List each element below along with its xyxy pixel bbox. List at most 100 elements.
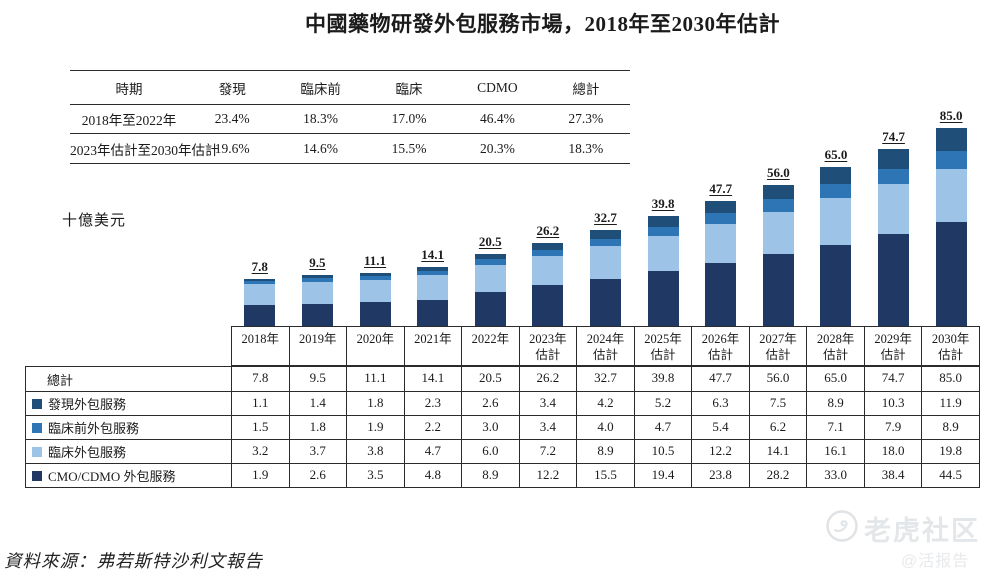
series-value-cell: 7.2 bbox=[518, 440, 577, 463]
cagr-value-cell: 46.4% bbox=[479, 111, 515, 126]
series-value-cell: 1.9 bbox=[346, 416, 404, 439]
bar-segment-臨床外包服務 bbox=[705, 223, 737, 263]
source-note: 資料來源：弗若斯特沙利文報告 bbox=[4, 551, 263, 571]
bar-2021年 bbox=[417, 266, 449, 326]
series-value-cell: 3.4 bbox=[518, 392, 577, 415]
bar-total-label: 20.5 bbox=[478, 234, 502, 250]
cagr-period-cell: 2023年估計至2030年估計 bbox=[70, 142, 219, 158]
row-label-series: 臨床前外包服務 bbox=[26, 416, 232, 439]
year-cell: 2028年 估計 bbox=[806, 327, 864, 365]
series-value-cell: 3.8 bbox=[346, 440, 404, 463]
bar-segment-臨床前外包服務 bbox=[417, 271, 449, 276]
legend-label: 發現外包服務 bbox=[48, 397, 127, 412]
bar-segment-臨床外包服務 bbox=[474, 264, 506, 292]
bar-segment-發現外包服務 bbox=[244, 278, 276, 282]
bar-segment-臨床前外包服務 bbox=[301, 278, 333, 282]
total-value-cell: 85.0 bbox=[921, 367, 979, 391]
series-value-cell: 12.2 bbox=[518, 464, 577, 487]
bar-2022年 bbox=[474, 254, 506, 326]
bar-segment-臨床外包服務 bbox=[532, 256, 564, 286]
bar-segment-臨床前外包服務 bbox=[359, 276, 391, 280]
series-value-cell: 4.0 bbox=[576, 416, 634, 439]
bar-segment-臨床外包服務 bbox=[359, 279, 391, 303]
row-label-total: 總計 bbox=[26, 367, 232, 391]
cagr-value-cell: 19.6% bbox=[214, 140, 250, 156]
cagr-header-cell: 臨床 bbox=[395, 81, 423, 97]
year-cell: 2020年 bbox=[346, 327, 404, 365]
series-value-cell: 3.5 bbox=[346, 464, 404, 487]
bar-segment-CMO/CDMO 外包服務 bbox=[532, 285, 564, 326]
legend-swatch bbox=[32, 470, 42, 481]
bar-segment-臨床外包服務 bbox=[762, 211, 794, 254]
series-value-cell: 4.2 bbox=[576, 392, 634, 415]
tiger-logo-icon bbox=[826, 510, 858, 542]
series-value-cell: 2.6 bbox=[461, 392, 519, 415]
cagr-header-row: 時期 發現 臨床前 臨床 CDMO 總計 bbox=[70, 71, 630, 105]
bar-2030年 bbox=[935, 128, 967, 326]
bar-2020年 bbox=[359, 272, 391, 326]
series-value-cell: 15.5 bbox=[576, 464, 634, 487]
legend-swatch bbox=[32, 398, 42, 409]
bar-segment-發現外包服務 bbox=[762, 184, 794, 200]
y-axis-unit-label: 十億美元 bbox=[62, 213, 127, 229]
series-value-cell: 44.5 bbox=[921, 464, 979, 487]
series-value-cell: 1.1 bbox=[252, 395, 269, 410]
cagr-header-cell: 發現 bbox=[218, 81, 246, 97]
table-row-series: 臨床外包服務 3.2 3.7 3.8 4.7 6.0 7.2 8.9 10.5 12.2 14.1 1… bbox=[26, 439, 979, 463]
cagr-value-cell: 14.6% bbox=[303, 140, 339, 156]
bar-segment-臨床外包服務 bbox=[417, 275, 449, 300]
bar-segment-發現外包服務 bbox=[590, 230, 621, 239]
series-value-cell: 19.8 bbox=[921, 440, 979, 463]
series-value-cell: 23.8 bbox=[691, 464, 749, 487]
legend-label: 臨床前外包服務 bbox=[48, 421, 140, 436]
legend-swatch bbox=[32, 446, 42, 457]
series-value-cell: 3.7 bbox=[288, 440, 347, 463]
year-cell: 2018年 bbox=[241, 332, 280, 346]
total-value-cell: 65.0 bbox=[806, 367, 864, 391]
bar-segment-臨床前外包服務 bbox=[705, 213, 737, 224]
cagr-value-cell: 18.3% bbox=[303, 111, 339, 126]
bar-segment-發現外包服務 bbox=[935, 128, 967, 152]
bar-segment-發現外包服務 bbox=[474, 254, 506, 260]
bar-segment-臨床外包服務 bbox=[935, 168, 967, 223]
series-value-cell: 6.3 bbox=[691, 392, 749, 415]
bar-segment-發現外包服務 bbox=[705, 200, 737, 214]
series-value-cell: 5.4 bbox=[691, 416, 749, 439]
bar-segment-臨床前外包服務 bbox=[878, 168, 910, 184]
series-value-cell: 11.9 bbox=[921, 392, 979, 415]
bar-total-label: 65.0 bbox=[824, 147, 848, 163]
bar-segment-臨床前外包服務 bbox=[820, 184, 852, 199]
bar-segment-CMO/CDMO 外包服務 bbox=[590, 278, 621, 326]
bar-segment-臨床外包服務 bbox=[647, 235, 679, 272]
bar-segment-發現外包服務 bbox=[359, 272, 391, 277]
bar-segment-發現外包服務 bbox=[820, 167, 852, 185]
year-cell: 2027年 估計 bbox=[748, 327, 807, 365]
series-value-cell: 7.1 bbox=[806, 416, 864, 439]
bar-segment-臨床前外包服務 bbox=[935, 151, 967, 169]
bar-segment-臨床前外包服務 bbox=[590, 238, 621, 247]
bar-total-label: 56.0 bbox=[766, 164, 790, 180]
bar-2027年 bbox=[762, 184, 794, 326]
bar-segment-臨床外包服務 bbox=[878, 183, 910, 235]
series-value-cell: 4.7 bbox=[633, 416, 692, 439]
cagr-table: 時期 發現 臨床前 臨床 CDMO 總計 2018年至2022年 23.4% 18.3% 17.0… bbox=[70, 70, 630, 164]
series-value-cell: 3.2 bbox=[252, 443, 269, 458]
total-value-cell: 11.1 bbox=[346, 367, 404, 391]
year-cell: 2029年 估計 bbox=[863, 327, 922, 365]
total-value-cell: 32.7 bbox=[576, 367, 634, 391]
table-row-series: CMO/CDMO 外包服務 1.9 2.6 3.5 4.8 8.9 12.2 15.5 19.4… bbox=[26, 463, 979, 487]
total-value-cell: 14.1 bbox=[403, 367, 462, 391]
bar-segment-發現外包服務 bbox=[647, 216, 679, 227]
bar-segment-臨床外包服務 bbox=[820, 198, 852, 245]
row-label-series: 臨床外包服務 bbox=[26, 440, 232, 463]
table-row-series: 臨床前外包服務 1.5 1.8 1.9 2.2 3.0 3.4 4.0 4.7 5.4 6.2 7.1… bbox=[26, 415, 979, 439]
bar-total-label: 32.7 bbox=[594, 210, 617, 226]
series-value-cell: 6.0 bbox=[461, 440, 519, 463]
legend-label: 臨床外包服務 bbox=[48, 445, 127, 460]
cagr-value-cell: 27.3% bbox=[568, 111, 604, 126]
legend-label: CMO/CDMO 外包服務 bbox=[48, 469, 176, 484]
series-value-cell: 2.6 bbox=[288, 464, 347, 487]
cagr-value-cell: 18.3% bbox=[568, 140, 604, 156]
series-value-cell: 3.0 bbox=[461, 416, 519, 439]
bar-segment-發現外包服務 bbox=[417, 266, 449, 272]
